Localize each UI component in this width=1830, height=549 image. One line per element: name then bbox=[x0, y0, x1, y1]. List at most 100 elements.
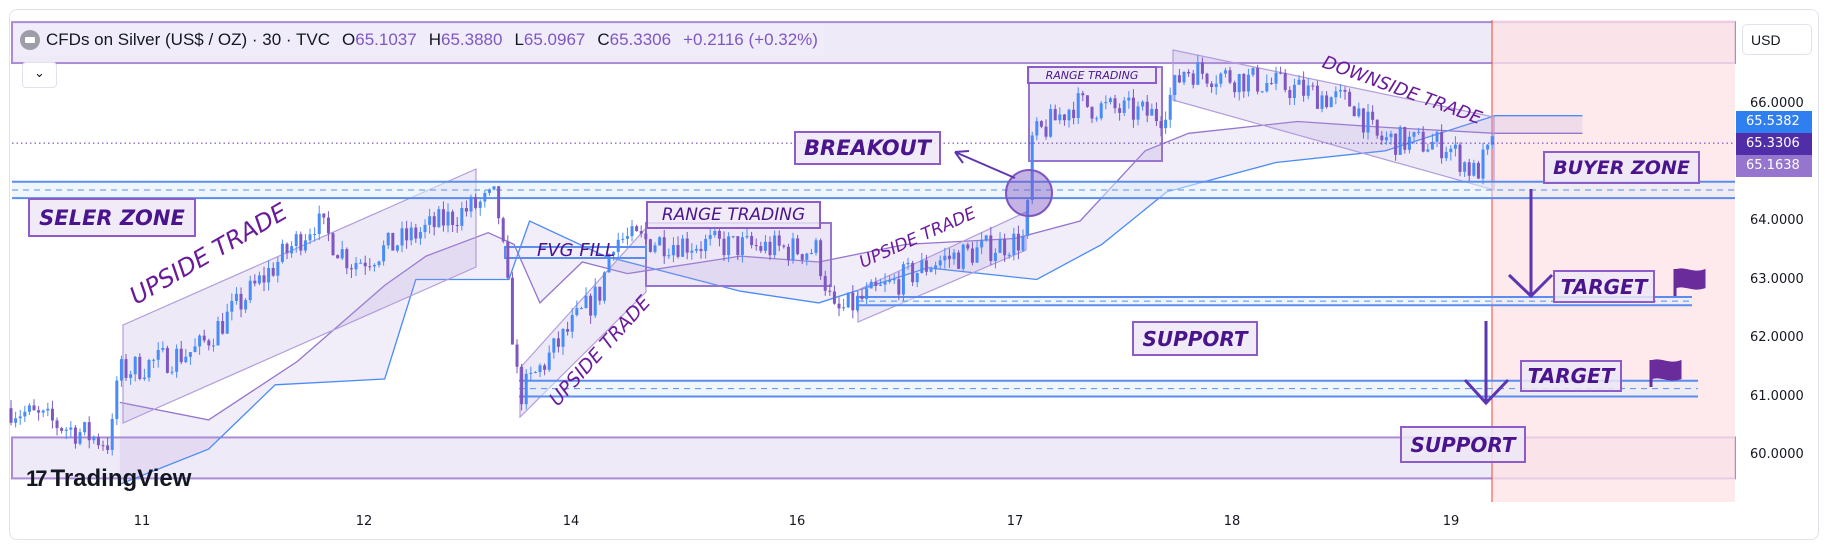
candle-body bbox=[602, 272, 606, 301]
candle-body bbox=[704, 238, 708, 252]
candle-body bbox=[101, 445, 105, 447]
target-label-1[interactable]: TARGET bbox=[1553, 270, 1655, 303]
candle-body bbox=[1458, 144, 1462, 172]
candle-body bbox=[331, 233, 335, 256]
candle-body bbox=[584, 295, 588, 309]
breakout-label[interactable]: BREAKOUT bbox=[794, 131, 941, 165]
candle-body bbox=[1315, 85, 1319, 109]
support-label-2[interactable]: SUPPORT bbox=[1400, 426, 1526, 463]
candle-body bbox=[106, 445, 110, 450]
candle-body bbox=[708, 235, 712, 239]
candle-body bbox=[142, 377, 146, 379]
candle-body bbox=[1016, 233, 1020, 251]
collapse-legend-button[interactable]: ⌄ bbox=[22, 62, 57, 88]
candle-body bbox=[395, 245, 399, 251]
candle-body bbox=[372, 265, 376, 267]
candle-body bbox=[1440, 132, 1444, 159]
candle-body bbox=[294, 234, 298, 247]
buyer-zone-label[interactable]: BUYER ZONE bbox=[1543, 151, 1700, 184]
candle-body bbox=[865, 288, 869, 299]
candle-body bbox=[851, 292, 855, 311]
candle-body bbox=[313, 234, 317, 236]
candle-body bbox=[805, 253, 809, 260]
candle-body bbox=[1085, 95, 1089, 107]
candle-body bbox=[1191, 73, 1195, 85]
candle-body bbox=[671, 245, 675, 256]
candle-body bbox=[78, 432, 82, 444]
support-label-1[interactable]: SUPPORT bbox=[1132, 321, 1258, 356]
candle-body bbox=[1486, 144, 1490, 150]
target-label-2[interactable]: TARGET bbox=[1520, 360, 1622, 392]
candle-body bbox=[441, 209, 445, 226]
fvg-fill-label[interactable]: FVG FILL bbox=[537, 240, 616, 261]
candle-body bbox=[773, 235, 777, 256]
candle-body bbox=[1421, 131, 1425, 152]
candle-body bbox=[1223, 70, 1227, 74]
candle-body bbox=[1246, 74, 1250, 92]
candle-body bbox=[428, 216, 432, 225]
candle-body bbox=[869, 281, 873, 289]
tradingview-logo[interactable]: 17 TradingView bbox=[26, 465, 191, 493]
target-support-zone-2-fill bbox=[519, 380, 1698, 397]
candle-body bbox=[483, 192, 487, 202]
candle-body bbox=[901, 264, 905, 295]
candle-body bbox=[676, 245, 680, 257]
candle-body bbox=[280, 243, 284, 262]
x-tick: 14 bbox=[562, 514, 580, 529]
candle-body bbox=[957, 252, 961, 269]
candle-body bbox=[161, 347, 165, 350]
range-trading-label-2[interactable]: RANGE TRADING bbox=[1027, 66, 1157, 84]
candle-body bbox=[1099, 103, 1103, 119]
symbol-legend[interactable]: CFDs on Silver (US$ / OZ) · 30 · TVC O 65… bbox=[14, 24, 824, 56]
forecast-area bbox=[1492, 20, 1735, 502]
candle-body bbox=[625, 236, 629, 239]
candle-body bbox=[506, 241, 510, 278]
candle-body bbox=[1463, 162, 1467, 172]
seller-zone-label[interactable]: SELER ZONE bbox=[28, 198, 196, 237]
candle-body bbox=[193, 346, 197, 353]
candle-body bbox=[828, 290, 832, 292]
candle-body bbox=[92, 436, 96, 441]
candle-body bbox=[271, 268, 275, 276]
candle-body bbox=[639, 231, 643, 234]
candle-body bbox=[823, 276, 827, 291]
candle-body bbox=[1366, 111, 1370, 133]
high-value: 65.3880 bbox=[440, 30, 503, 49]
candle-body bbox=[1260, 91, 1264, 93]
candle-body bbox=[322, 213, 326, 218]
candle-body bbox=[1375, 119, 1379, 136]
fvg-zone bbox=[504, 246, 647, 259]
candle-body bbox=[878, 284, 882, 286]
candle-body bbox=[1127, 97, 1131, 101]
candle-body bbox=[593, 286, 597, 316]
currency-selector[interactable]: USD bbox=[1742, 24, 1812, 55]
candle-body bbox=[188, 352, 192, 357]
x-tick: 16 bbox=[788, 514, 806, 529]
candle-body bbox=[1205, 73, 1209, 84]
candle-body bbox=[83, 422, 87, 433]
candle-body bbox=[41, 410, 45, 413]
candle-body bbox=[133, 356, 137, 375]
candle-body bbox=[685, 238, 689, 253]
range-trading-label-1[interactable]: RANGE TRADING bbox=[646, 201, 821, 229]
candle-body bbox=[216, 320, 220, 346]
candle-body bbox=[1444, 152, 1448, 159]
candle-body bbox=[73, 427, 77, 444]
candle-body bbox=[589, 295, 593, 316]
candle-body bbox=[598, 286, 602, 301]
candle-body bbox=[1426, 149, 1430, 152]
candle-body bbox=[377, 261, 381, 266]
candle-body bbox=[819, 240, 823, 277]
candle-body bbox=[257, 275, 261, 284]
candle-body bbox=[359, 262, 363, 264]
candle-body bbox=[129, 374, 133, 378]
candle-body bbox=[667, 255, 671, 257]
candle-body bbox=[1361, 108, 1365, 133]
candle-body bbox=[515, 344, 519, 367]
candle-body bbox=[1136, 106, 1140, 120]
candle-body bbox=[1357, 108, 1361, 117]
candle-body bbox=[497, 186, 501, 219]
candle-body bbox=[492, 186, 496, 190]
candle-body bbox=[1039, 121, 1043, 127]
